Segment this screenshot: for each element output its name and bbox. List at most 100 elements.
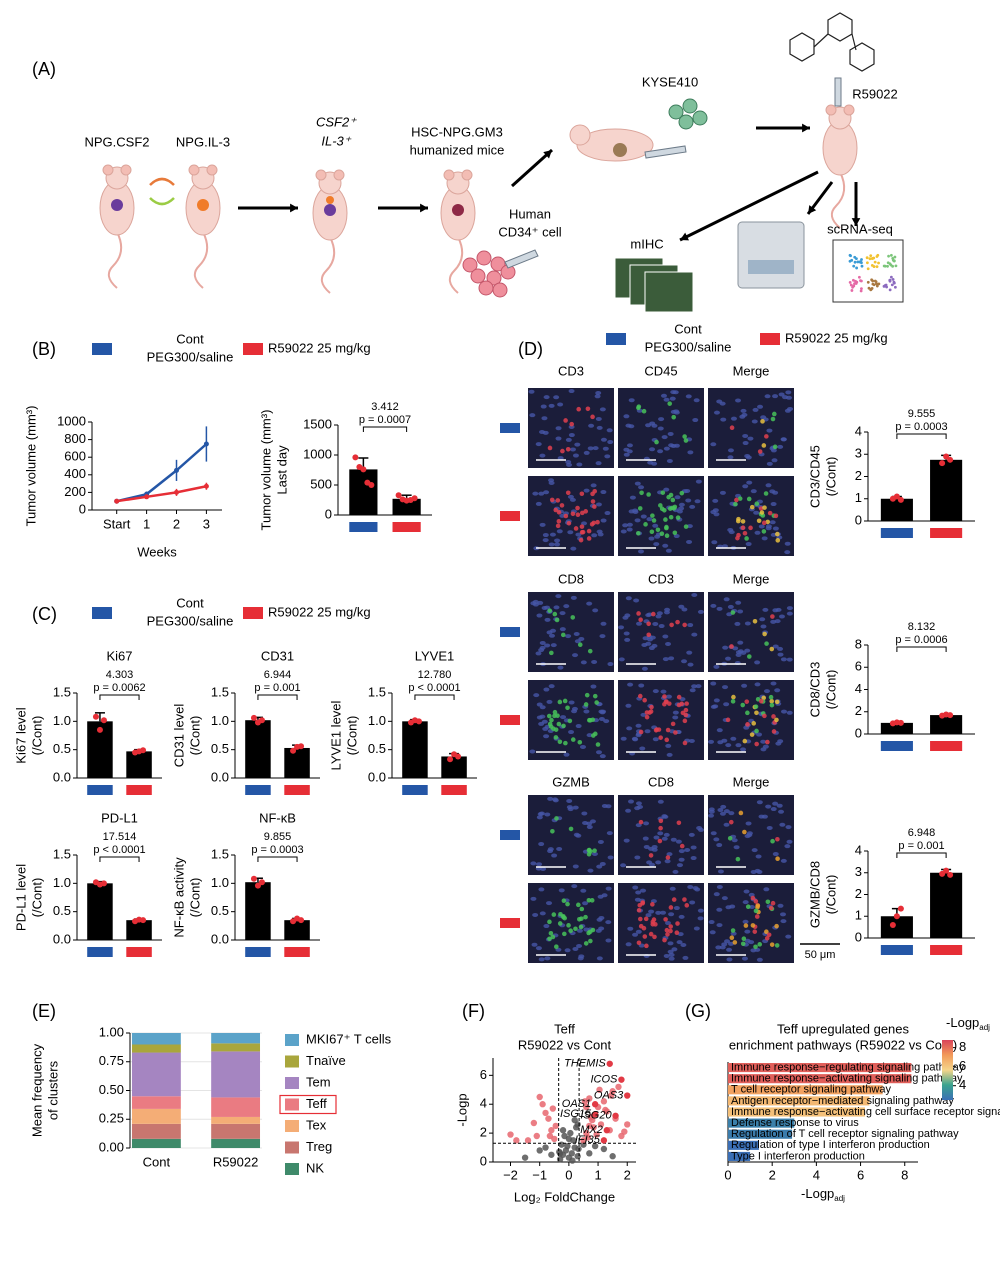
nucleus [665, 921, 672, 926]
nucleus [543, 490, 550, 495]
nucleus [709, 930, 716, 935]
nucleus [548, 403, 555, 408]
nucleus [538, 957, 545, 962]
data-point [567, 1129, 574, 1137]
nucleus [708, 807, 715, 812]
marker-signal [765, 739, 770, 745]
nucleus [539, 430, 546, 435]
marker-signal [725, 717, 731, 723]
data-point [574, 1153, 581, 1160]
nucleus [607, 662, 614, 667]
nucleus [759, 617, 766, 622]
nucleus [599, 754, 606, 759]
nucleus [716, 606, 723, 611]
group-swatch [500, 423, 520, 433]
chart-title: Ki67 [106, 648, 132, 663]
cell-dot [888, 279, 892, 283]
nucleus [596, 956, 603, 961]
nucleus [652, 523, 659, 528]
nucleus [666, 852, 673, 857]
marker-signal [637, 916, 643, 922]
label-sub: adj [834, 1194, 845, 1203]
nucleus [715, 945, 722, 950]
nucleus [728, 941, 735, 946]
marker-signal [671, 897, 677, 902]
marker-signal [653, 727, 659, 733]
nucleus [566, 798, 573, 803]
marker-signal [667, 401, 673, 406]
nucleus [662, 543, 669, 548]
nucleus [632, 932, 639, 937]
significance-bracket [896, 852, 947, 858]
micrograph-header: Merge [733, 571, 770, 586]
gene-label: OAS3 [594, 1089, 624, 1101]
marker-signal [563, 513, 569, 519]
nucleus [546, 630, 553, 635]
nucleus [719, 945, 726, 950]
nucleus [635, 890, 642, 895]
marker-signal [759, 698, 764, 704]
marker-signal [556, 721, 562, 727]
nucleus [553, 605, 560, 610]
nucleus [663, 610, 670, 615]
nucleus [652, 689, 659, 694]
label: R59022 [852, 86, 898, 101]
marker-signal [754, 710, 759, 716]
nucleus [755, 854, 762, 859]
scrna-box [832, 239, 904, 303]
cell-dot [854, 279, 857, 283]
significance-bracket [99, 856, 140, 862]
marker-signal [671, 414, 677, 420]
legend-text: Cont [176, 331, 204, 346]
p-value: p = 0.0003 [251, 844, 303, 856]
cell-dot [872, 256, 876, 260]
nucleus [598, 926, 605, 931]
data-point [564, 1142, 571, 1150]
legend-swatch [92, 607, 112, 619]
nucleus [628, 424, 635, 429]
x-axis-title: Log₂ FoldChange [514, 1189, 615, 1204]
cell-dot [888, 262, 892, 266]
nucleus [547, 849, 554, 854]
nucleus [743, 889, 750, 894]
stack-segment [131, 1108, 181, 1124]
marker-signal [676, 820, 682, 826]
nucleus [536, 613, 543, 618]
marker-signal [589, 522, 595, 527]
nucleus [589, 819, 596, 824]
nucleus [538, 842, 545, 847]
category-label: Immune response−activating cell surface … [731, 1106, 1000, 1118]
nucleus [668, 443, 675, 448]
nucleus [786, 839, 793, 844]
nucleus [778, 809, 785, 814]
bar [930, 715, 963, 734]
stem-cell [476, 250, 492, 266]
marker-signal [641, 408, 647, 414]
nucleus [713, 892, 720, 897]
nucleus [578, 954, 585, 959]
gene-point [612, 1112, 619, 1119]
micrograph-header: CD3 [558, 363, 584, 378]
category-label: Defense response to virus [731, 1117, 859, 1129]
micrograph [618, 883, 704, 963]
cell-dot [856, 260, 860, 264]
cell-dot [859, 279, 862, 283]
cell-dot [873, 260, 877, 264]
nucleus [780, 919, 787, 924]
nucleus [601, 893, 608, 898]
data-point [352, 454, 359, 461]
nucleus [575, 724, 582, 729]
nucleus [591, 851, 598, 856]
cell-dot [889, 275, 893, 279]
series-line [116, 443, 208, 503]
nucleus [601, 804, 608, 809]
marker-signal [745, 710, 750, 716]
bar [728, 1096, 870, 1106]
stack-segment [211, 1097, 261, 1117]
marker-signal [565, 490, 571, 496]
arrow [679, 170, 819, 242]
marker-signal [764, 929, 769, 935]
group-swatch [87, 785, 113, 795]
bar [284, 920, 310, 940]
nucleus [580, 888, 587, 893]
